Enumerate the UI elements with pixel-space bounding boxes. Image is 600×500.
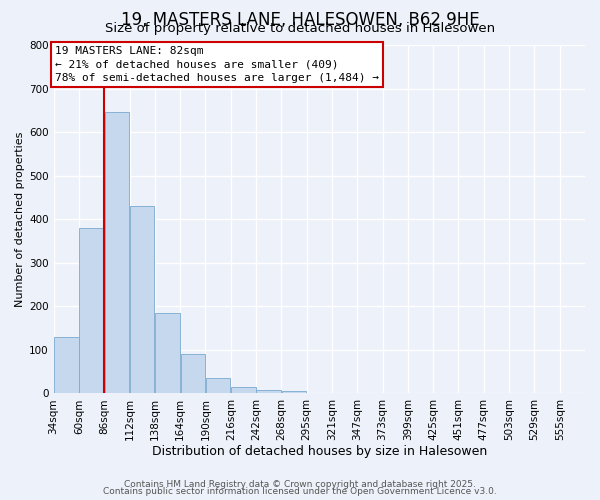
Bar [54,336,79,394]
Bar [130,206,154,394]
Text: Contains public sector information licensed under the Open Government Licence v3: Contains public sector information licen… [103,487,497,496]
Text: 19, MASTERS LANE, HALESOWEN, B62 9HE: 19, MASTERS LANE, HALESOWEN, B62 9HE [121,11,479,29]
Text: Contains HM Land Registry data © Crown copyright and database right 2025.: Contains HM Land Registry data © Crown c… [124,480,476,489]
Text: Size of property relative to detached houses in Halesowen: Size of property relative to detached ho… [105,22,495,35]
Y-axis label: Number of detached properties: Number of detached properties [15,132,25,307]
Text: 19 MASTERS LANE: 82sqm
← 21% of detached houses are smaller (409)
78% of semi-de: 19 MASTERS LANE: 82sqm ← 21% of detached… [55,46,379,82]
Bar [282,391,306,394]
Bar [104,112,129,394]
Bar [231,387,256,394]
Bar [206,378,230,394]
Bar [181,354,205,394]
Bar [256,390,281,394]
Bar [79,228,104,394]
X-axis label: Distribution of detached houses by size in Halesowen: Distribution of detached houses by size … [152,444,487,458]
Bar [155,313,180,394]
